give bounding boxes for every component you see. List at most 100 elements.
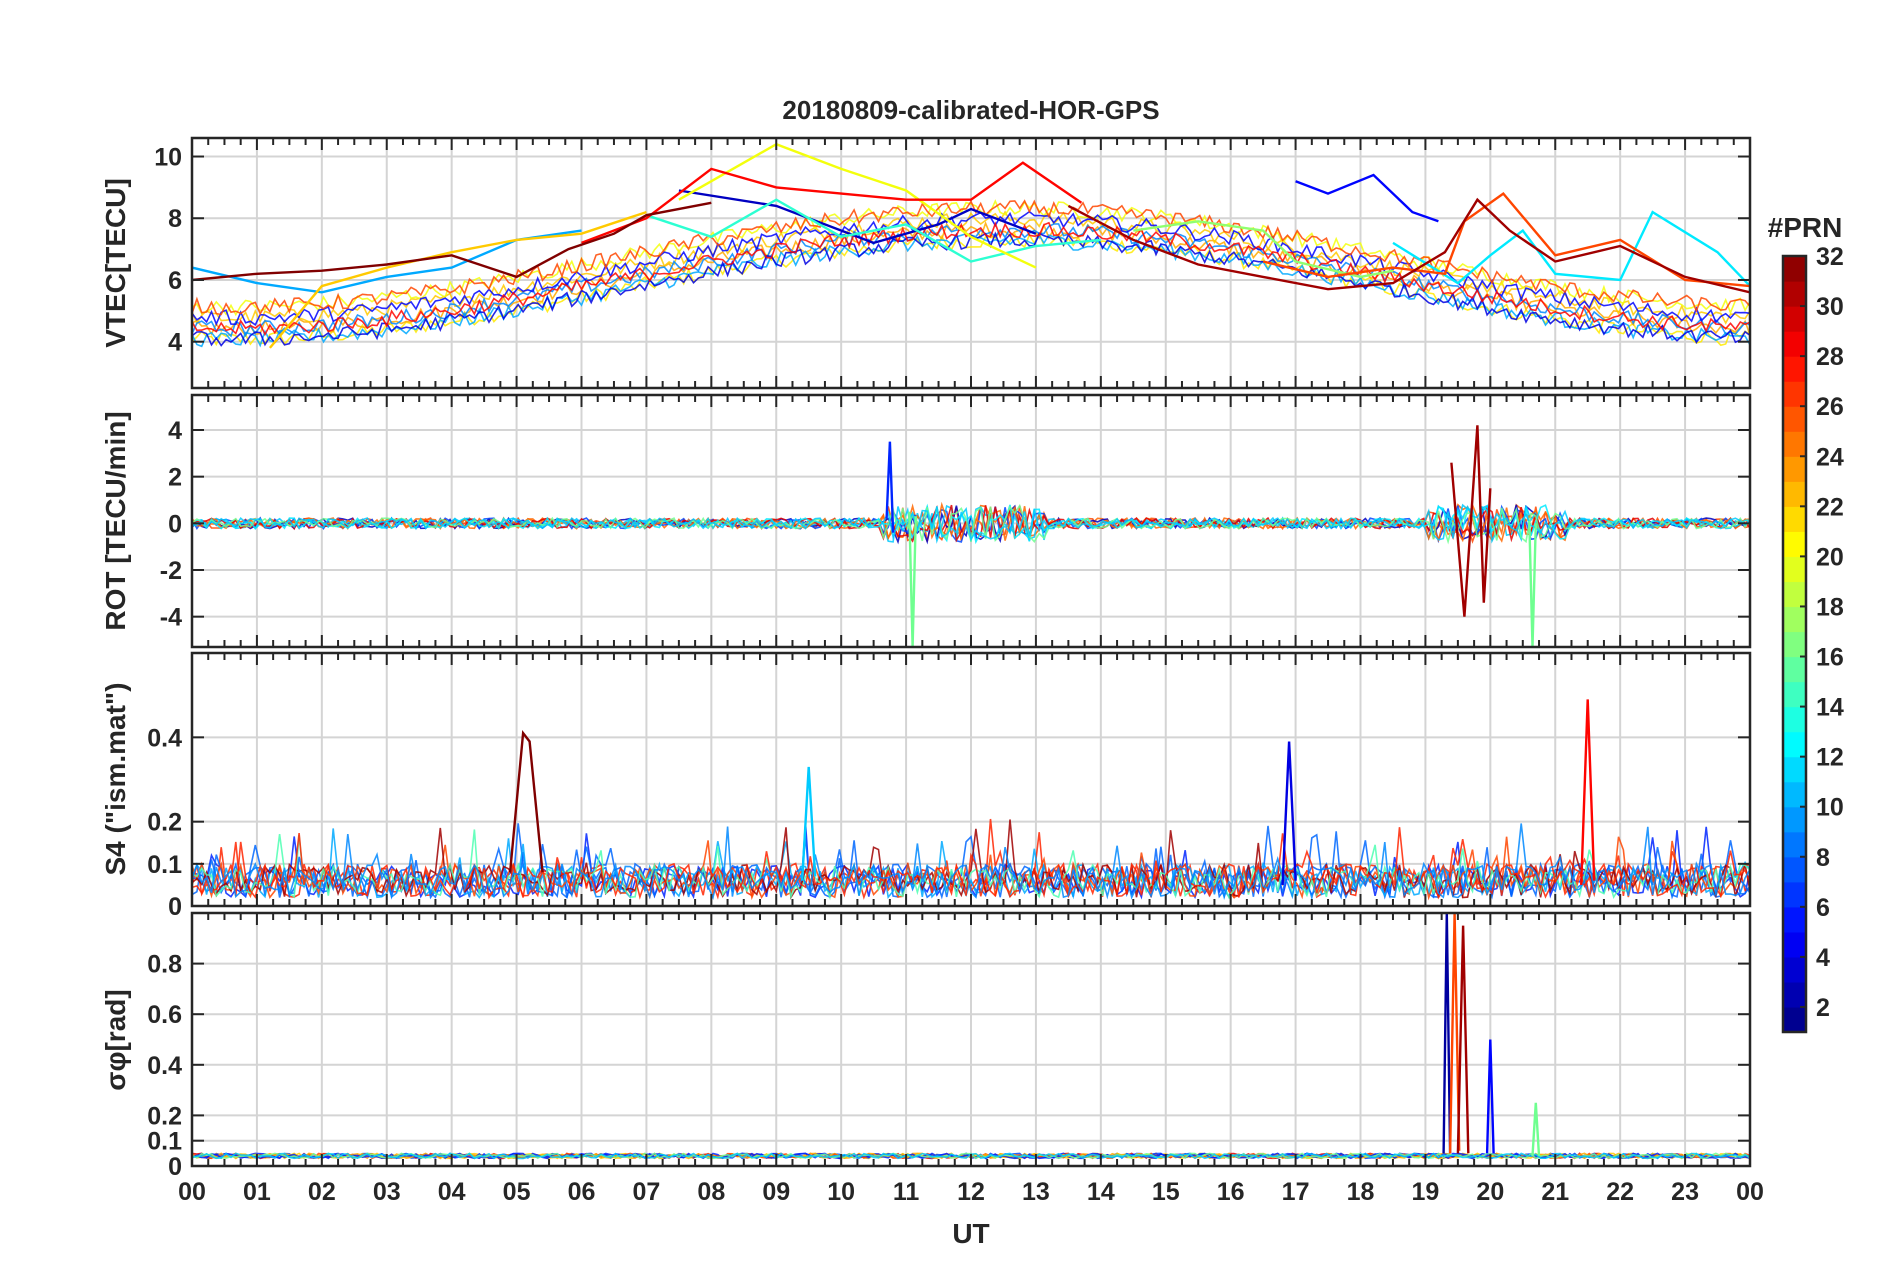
colorbar-segment	[1783, 631, 1806, 658]
series-prn-3	[678, 189, 1037, 245]
noise-trace	[192, 503, 1750, 545]
noise-trace	[192, 210, 1750, 326]
x-axis-label: UT	[952, 1218, 989, 1249]
y-tick-label: 0	[168, 510, 182, 538]
colorbar-segment	[1783, 406, 1806, 432]
x-tick-label: 07	[633, 1178, 661, 1206]
series-prn-4	[1281, 741, 1297, 885]
y-tick-label: 2	[168, 464, 182, 492]
series-prn-22	[268, 210, 647, 349]
x-tick-label: 13	[1022, 1178, 1050, 1206]
y-tick-label: 0.1	[147, 851, 182, 879]
series-prn-26	[1448, 913, 1461, 1154]
noise-trace	[192, 221, 1750, 337]
colorbar-segment	[1783, 381, 1806, 407]
colorbar-tick-label: 10	[1816, 794, 1844, 822]
series-prn-32	[192, 201, 712, 282]
noise-trace	[192, 823, 1750, 901]
x-tick-label: 21	[1541, 1178, 1569, 1206]
colorbar-tick-label: 30	[1816, 293, 1844, 321]
colorbar-segment	[1783, 531, 1806, 557]
colorbar-tick-label: 12	[1816, 744, 1844, 772]
series-prn-31	[1456, 925, 1470, 1154]
panel-sigma_phi: 00.10.2 0.4 0.6 0.8 σφ[rad]	[100, 911, 1752, 1181]
y-tick-label: 0.6	[147, 1001, 182, 1029]
x-tick-label: 09	[762, 1178, 790, 1206]
colorbar-segment	[1783, 731, 1806, 758]
colorbar-segment	[1783, 556, 1806, 583]
colorbar-tick-label: 18	[1816, 593, 1844, 621]
colorbar-frame	[1781, 254, 1808, 1034]
series-prn-28	[581, 161, 1083, 245]
x-tick-label: 18	[1347, 1178, 1375, 1206]
y-axis-label-s4: S4 ("ism.mat")	[100, 682, 131, 875]
y-tick-label: 0.4	[147, 1052, 182, 1080]
noise-traces	[192, 501, 1750, 545]
y-axis-label-vtec: VTEC[TECU]	[100, 178, 131, 348]
x-tick-label: 16	[1217, 1178, 1245, 1206]
y-tick-label: 4	[168, 417, 182, 445]
data-series	[885, 425, 1537, 647]
x-tick-label: 14	[1087, 1178, 1115, 1206]
series-prn-32	[508, 729, 544, 873]
noise-trace	[192, 504, 1750, 543]
y-tick-label: 10	[154, 144, 182, 172]
series-prn-20	[678, 142, 1037, 269]
x-tick-label: 05	[503, 1178, 531, 1206]
colorbar-tick-label: 26	[1816, 393, 1844, 421]
series-prn-12	[1392, 210, 1750, 287]
x-tick-label: 12	[957, 1178, 985, 1206]
y-tick-label: 8	[168, 205, 182, 233]
colorbar-segment	[1783, 606, 1806, 633]
y-tick-label: 0	[168, 893, 182, 921]
noise-trace	[192, 828, 1750, 900]
series-prn-2	[1442, 913, 1452, 1154]
x-tick-label: 17	[1282, 1178, 1310, 1206]
y-tick-label: 0	[168, 1153, 182, 1181]
noise-trace	[192, 827, 1750, 900]
colorbar-tick-label: 4	[1816, 944, 1830, 972]
colorbar-tick-label: 22	[1816, 493, 1844, 521]
colorbar-segment	[1783, 781, 1806, 808]
colorbar-segment	[1783, 931, 1806, 958]
x-tick-label: 23	[1671, 1178, 1699, 1206]
series-prn-5	[1485, 1039, 1495, 1154]
y-tick-label: 4	[168, 329, 182, 357]
noise-trace	[192, 829, 1750, 901]
x-tick-label: 04	[438, 1178, 466, 1206]
y-tick-label: 0.2	[147, 1102, 182, 1130]
x-tick-label: 15	[1152, 1178, 1180, 1206]
colorbar-tick-label: 32	[1816, 243, 1844, 271]
colorbar-segment	[1783, 881, 1806, 908]
colorbar-segment	[1783, 581, 1806, 608]
colorbar-segment	[1783, 956, 1806, 983]
x-tick-label: 00	[178, 1178, 206, 1206]
colorbar-tick-label: 8	[1816, 844, 1830, 872]
colorbar-segment	[1783, 756, 1806, 783]
colorbar-tick-label: 6	[1816, 894, 1830, 922]
colorbar-segment	[1783, 331, 1806, 357]
series-prn-6	[885, 441, 895, 533]
colorbar-segment	[1783, 1006, 1806, 1033]
colorbar-segment	[1783, 256, 1806, 282]
colorbar-segment	[1783, 506, 1806, 532]
x-tick-label: 20	[1476, 1178, 1504, 1206]
x-tick-label: 02	[308, 1178, 336, 1206]
colorbar-segment	[1783, 681, 1806, 708]
colorbar-segment	[1783, 706, 1806, 733]
colorbar-tick-label: 24	[1816, 443, 1844, 471]
noise-traces	[192, 818, 1750, 901]
x-tick-label: 00	[1736, 1178, 1764, 1206]
x-tick-label: 19	[1412, 1178, 1440, 1206]
x-tick-labels: 00 01 02 03 04 05 06 07 08 09 10 11 12 13 14 15 16 17 18 19…	[178, 1178, 1764, 1206]
colorbar-segment	[1783, 906, 1806, 933]
colorbar-segment	[1783, 856, 1806, 883]
series-prn-31	[1450, 425, 1492, 617]
y-tick-label: 0.8	[147, 951, 182, 979]
colorbar-segment	[1783, 281, 1806, 307]
panel-rot: -4 -2 0 2 4 ROT [TECU/min]	[100, 393, 1752, 649]
noise-trace	[192, 504, 1750, 542]
noise-trace	[192, 199, 1750, 316]
colorbar-segment	[1783, 831, 1806, 858]
